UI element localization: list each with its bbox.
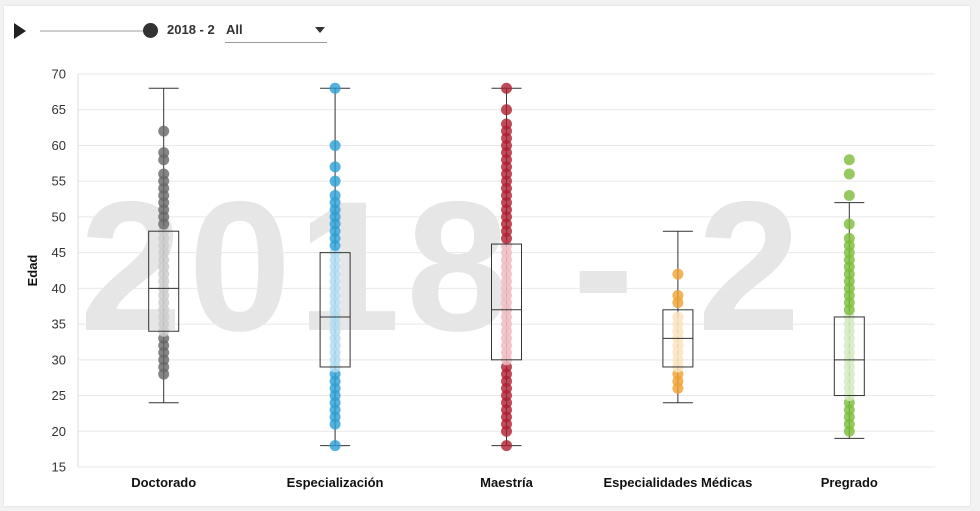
data-point: [672, 311, 684, 323]
y-tick-label: 25: [52, 388, 66, 403]
y-tick-label: 70: [52, 67, 66, 82]
x-category-label: Maestría: [480, 475, 534, 490]
box-group: [319, 82, 351, 452]
y-tick-label: 55: [52, 174, 66, 189]
y-tick-label: 35: [52, 317, 66, 332]
data-point: [329, 175, 341, 187]
data-point: [329, 82, 341, 94]
data-point: [501, 440, 512, 452]
filter-dropdown[interactable]: All: [225, 20, 327, 43]
y-axis-title: Edad: [25, 255, 40, 287]
data-point: [501, 104, 512, 116]
time-slider[interactable]: [40, 30, 152, 32]
x-category-label: Pregrado: [821, 475, 878, 490]
x-category-label: Doctorado: [131, 475, 196, 490]
filter-selected-value: All: [226, 22, 243, 37]
x-category-label: Especialización: [287, 475, 384, 490]
y-tick-label: 15: [52, 460, 66, 475]
data-point: [158, 168, 170, 180]
play-icon[interactable]: [14, 23, 26, 39]
y-tick-label: 20: [52, 424, 66, 439]
data-point: [501, 82, 512, 94]
box-iqr: [148, 230, 180, 332]
data-point: [329, 189, 341, 201]
x-category-label: Especialidades Médicas: [603, 475, 752, 490]
data-point: [672, 290, 684, 302]
data-point: [843, 232, 855, 244]
data-point: [843, 189, 855, 201]
box-iqr: [319, 252, 351, 368]
playback-controls: 2018 - 2 All: [14, 20, 344, 43]
data-point: [843, 154, 855, 166]
data-point: [672, 268, 684, 280]
y-tick-label: 45: [52, 245, 66, 260]
box-group: [662, 230, 694, 404]
y-tick-label: 65: [52, 102, 66, 117]
data-point: [329, 440, 341, 452]
data-point: [329, 161, 341, 173]
box-group: [833, 154, 865, 439]
period-label: 2018 - 2: [167, 22, 215, 37]
data-point: [158, 147, 170, 159]
box-iqr: [833, 316, 865, 397]
y-tick-label: 30: [52, 352, 66, 367]
box-group: [148, 87, 180, 404]
data-point: [329, 139, 341, 151]
box-iqr: [491, 243, 522, 361]
data-point: [158, 125, 170, 137]
caret-down-icon: [315, 27, 325, 33]
time-slider-handle[interactable]: [143, 23, 158, 38]
data-point: [501, 118, 512, 130]
watermark-text: 2018 - 2: [80, 164, 807, 370]
data-point: [843, 168, 855, 180]
y-tick-label: 40: [52, 281, 66, 296]
y-tick-label: 50: [52, 209, 66, 224]
y-tick-label: 60: [52, 138, 66, 153]
data-point: [843, 218, 855, 230]
box-group: [491, 82, 522, 452]
